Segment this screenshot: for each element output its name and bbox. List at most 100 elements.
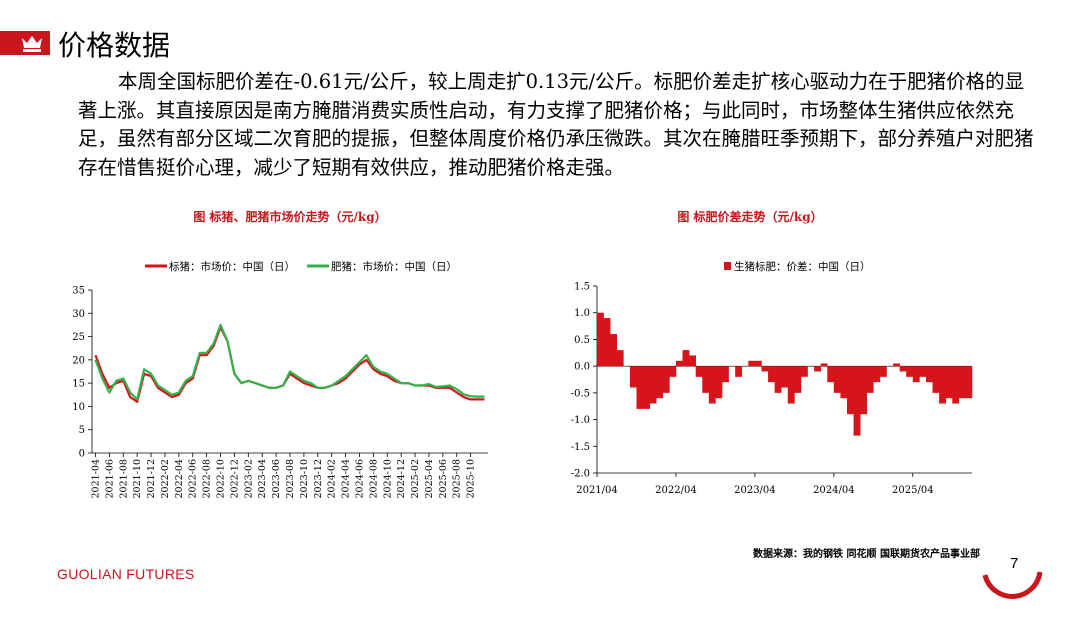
y-tick-label: 5 [79,425,85,436]
x-tick-label: 2022-08 [202,459,213,498]
x-tick-label: 2021-12 [146,459,157,498]
x-tick-label: 2021/04 [576,485,618,496]
legend-label: 生猪标肥：价差：中国（日） [734,260,871,273]
bar [893,363,900,367]
y-tick-label: 15 [72,379,85,390]
bar [662,366,670,393]
slide-title: 价格数据 [58,29,171,62]
x-tick-label: 2023-12 [313,459,324,498]
bar [840,366,848,399]
x-tick-label: 2025-06 [438,459,449,498]
x-tick-label: 2023/04 [734,485,776,496]
y-tick-label: 10 [72,402,85,413]
y-tick-label: 35 [72,286,85,297]
bar [833,366,841,393]
x-tick-label: 2021-08 [118,459,129,498]
bar [702,366,710,393]
x-tick-label: 2023-08 [285,459,296,498]
bar [853,366,861,436]
x-tick-label: 2022/04 [655,485,697,496]
x-tick-label: 2024-10 [382,459,393,498]
bar [787,366,795,404]
bar [689,355,696,367]
y-tick-label: 1.0 [574,308,590,319]
x-tick-label: 2022-02 [160,459,171,498]
x-tick-label: 2024-06 [354,459,365,498]
x-tick-label: 2023-04 [257,459,268,498]
bar [616,350,624,367]
bar [866,366,874,393]
y-tick-label: 0 [79,449,85,460]
page-arc [982,571,1043,599]
x-tick-label: 2021-04 [90,459,101,498]
bar [735,366,743,377]
chart-title: 图 标肥价差走势（元/kg） [677,209,822,224]
bar [958,366,966,399]
bar [912,366,920,383]
legend-label: 标猪：市场价：中国（日） [169,260,295,273]
bar [610,334,618,367]
y-tick-label: 0.0 [574,362,590,373]
bar [682,350,690,367]
bar [649,366,657,404]
y-tick-label: 1.5 [574,282,590,293]
bar [925,366,933,383]
x-tick-label: 2022-10 [216,459,227,498]
bar [820,363,828,367]
bar [814,366,821,372]
bar [965,366,973,399]
y-tick-label: 25 [72,332,85,343]
bar [919,366,927,377]
bar [675,360,683,367]
bar [794,366,802,393]
x-tick-label: 2022-12 [229,459,240,498]
chart-title: 图 标猪、肥猪市场价走势（元/kg） [193,209,386,224]
series-line [94,323,485,401]
x-tick-label: 2025/04 [892,485,934,496]
bar [695,366,703,377]
x-tick-label: 2024/04 [813,485,855,496]
bar [939,366,946,404]
x-tick-label: 2025-02 [410,459,421,498]
x-tick-label: 2024-08 [368,459,379,498]
bar [715,366,723,399]
brand: GUOLIAN FUTURES [57,566,195,582]
bar [748,360,756,367]
x-tick-label: 2022-04 [174,459,185,498]
bar [754,360,762,367]
bar [932,366,940,393]
x-tick-label: 2023-02 [243,459,254,498]
y-tick-label: 20 [72,355,85,366]
bar [722,366,729,383]
legend-label: 肥猪：市场价：中国（日） [331,260,457,273]
bar [597,312,604,367]
paragraph: 本周全国标肥价差在-0.61元/公斤，较上周走扩0.13元/公斤。标肥价差走扩核… [78,70,1034,179]
bar [768,366,775,383]
y-tick-label: 30 [72,309,85,320]
x-tick-label: 2021-06 [104,459,115,498]
x-tick-label: 2024-04 [341,459,352,498]
crown-base [23,49,41,52]
source-note: 数据来源：我的钢铁 同花顺 国联期货农产品事业部 [753,549,980,560]
bar [643,366,650,409]
x-tick-label: 2023-06 [271,459,282,498]
y-tick-label: -0.5 [571,388,590,399]
x-tick-label: 2025-10 [466,459,477,498]
legend-swatch [724,262,731,270]
x-tick-label: 2024-12 [396,459,407,498]
bar [603,318,611,367]
bar [774,366,782,393]
y-tick-label: -1.5 [571,442,590,453]
x-tick-label: 2025-08 [452,459,463,498]
series-line [94,326,485,403]
bar [761,366,769,372]
x-tick-label: 2021-10 [132,459,143,498]
bar [879,366,887,377]
bar [860,366,868,415]
y-tick-label: -1.0 [571,415,590,426]
crown-icon [22,36,42,48]
bar [847,366,854,415]
bar [781,366,789,388]
x-tick-label: 2024-02 [327,459,338,498]
